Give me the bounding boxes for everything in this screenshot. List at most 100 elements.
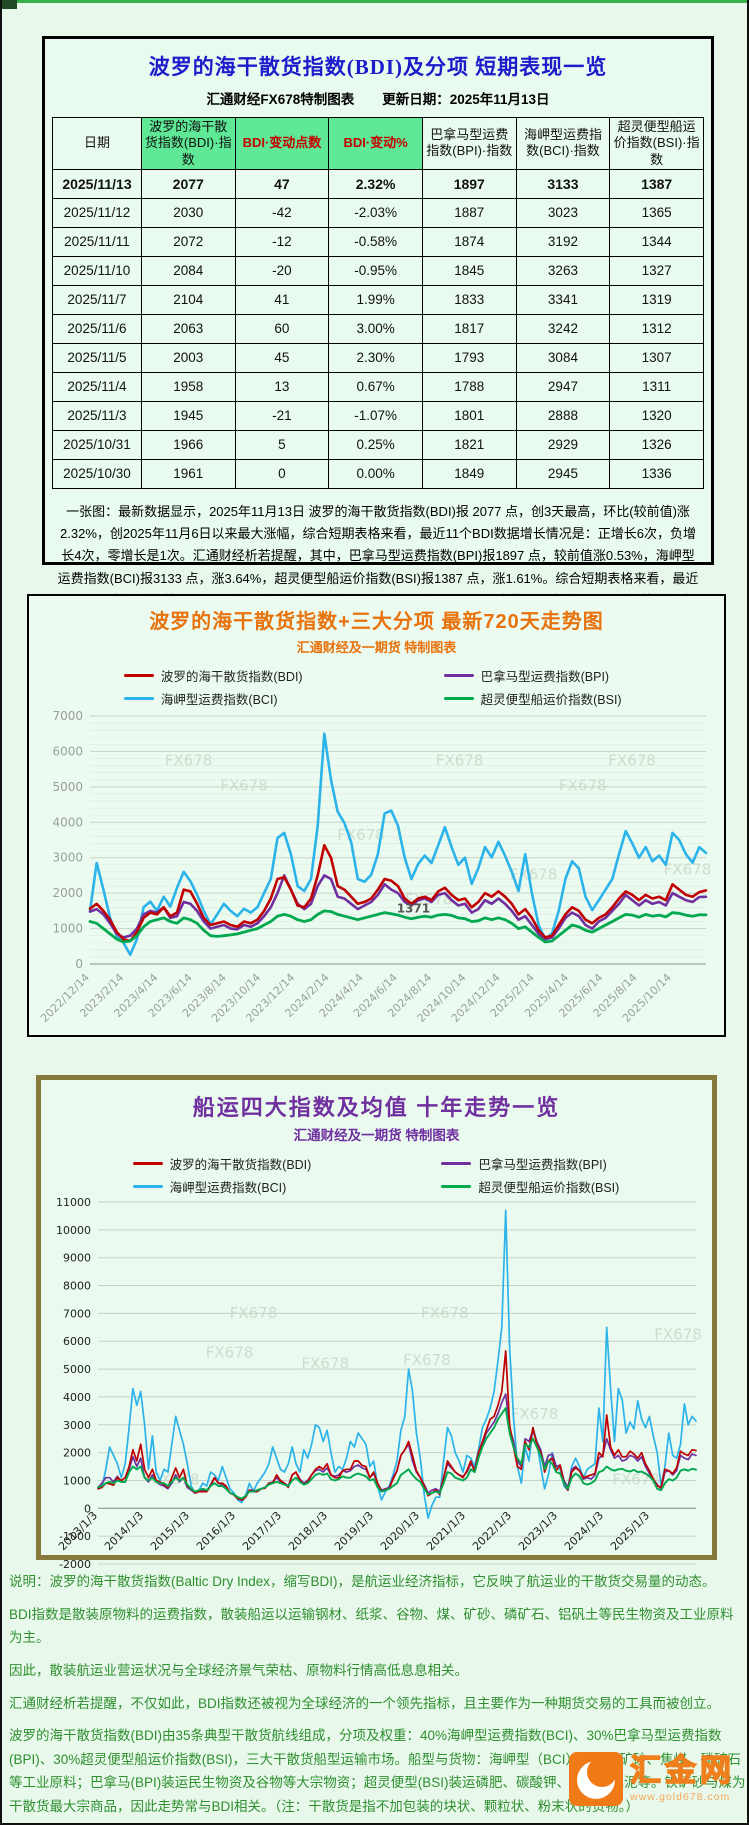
table-row: 2025/11/4 1958 13 0.67% 1788 2947 1311 xyxy=(52,371,704,402)
legend-item: 波罗的海干散货指数(BDI) xyxy=(68,1154,377,1173)
table-row: 2025/11/12 2030 -42 -2.03% 1887 3023 1365 xyxy=(52,197,704,228)
table-cell: 3341 xyxy=(515,284,611,315)
legend-label: 波罗的海干散货指数(BDI) xyxy=(160,670,303,684)
table-row: 2025/11/6 2063 60 3.00% 1817 3242 1312 xyxy=(52,313,704,344)
svg-text:-2000: -2000 xyxy=(59,1558,91,1570)
svg-text:5000: 5000 xyxy=(63,1363,91,1376)
column-header: BDI·变动点数 xyxy=(234,117,330,170)
table-cell: 1849 xyxy=(421,458,517,489)
table-cell: 0.00% xyxy=(328,458,423,489)
svg-text:9000: 9000 xyxy=(63,1252,91,1265)
x-axis-label: 2025/1/3 xyxy=(607,1509,651,1553)
table-cell: 1319 xyxy=(609,284,704,315)
table-cell: 1336 xyxy=(609,458,704,489)
series-line xyxy=(88,732,707,957)
table-cell: 1817 xyxy=(421,313,517,344)
table-row: 2025/11/5 2003 45 2.30% 1793 3084 1307 xyxy=(52,342,704,373)
table-cell: -2.03% xyxy=(328,197,423,228)
table-cell: 0.25% xyxy=(328,429,423,460)
legend-item: 海岬型运费指数(BCI) xyxy=(57,689,377,708)
huijin-crescent-icon xyxy=(569,1752,623,1806)
table-cell: -0.58% xyxy=(328,226,423,257)
note-line: 汇通财经析若提醒，不仅如此，BDI指数还被视为全球经济的一个领先指标，且主要作为… xyxy=(9,1695,721,1711)
svg-text:11000: 11000 xyxy=(56,1198,91,1209)
table-cell: 2947 xyxy=(515,371,611,402)
table-cell: 1312 xyxy=(609,313,704,344)
table-cell: 2030 xyxy=(140,197,236,228)
table-cell: 2104 xyxy=(140,284,236,315)
table-cell: -1.07% xyxy=(328,400,423,431)
table-row: 2025/10/30 1961 0 0.00% 1849 2945 1336 xyxy=(52,458,704,489)
table-cell: 1311 xyxy=(609,371,704,402)
table-cell: 0 xyxy=(234,458,330,489)
chart2-plot: -2000 -1000 0 1000 2000 3000 4000 5000 6000 7000 8… xyxy=(55,1198,702,1570)
x-axis-label: 2021/1/3 xyxy=(423,1509,467,1553)
series-line xyxy=(96,1350,697,1502)
table-row: 2025/10/31 1966 5 0.25% 1821 2929 1326 xyxy=(52,429,704,460)
legend-swatch xyxy=(441,1161,472,1166)
watermark: FX678 xyxy=(510,1405,558,1423)
table-cell: 3133 xyxy=(515,168,611,199)
chart-720day-section: 波罗的海干散货指数+三大分项 最新720天走势图 汇通财经及一期货 特制图表 波… xyxy=(27,594,726,1037)
svg-text:6000: 6000 xyxy=(52,744,83,758)
legend-label: 波罗的海干散货指数(BDI) xyxy=(169,1158,312,1172)
svg-text:5000: 5000 xyxy=(52,780,83,794)
table-title: 波罗的海干散货指数(BDI)及分项 短期表现一览 xyxy=(148,55,608,79)
watermark: FX678 xyxy=(421,1304,469,1322)
legend-swatch xyxy=(441,1184,472,1189)
legend-label: 海岬型运费指数(BCI) xyxy=(160,693,278,707)
legend-swatch xyxy=(123,696,154,701)
table-cell: -0.95% xyxy=(328,255,423,286)
table-cell: 2025/11/6 xyxy=(52,313,142,344)
x-axis-label: 2022/1/3 xyxy=(469,1509,513,1553)
table-subtitle: 汇通财经FX678特制图表 更新日期：2025年11月13日 xyxy=(52,88,704,108)
x-axis-label: 2014/1/3 xyxy=(101,1509,145,1553)
table-cell: 2025/10/31 xyxy=(52,429,142,460)
table-cell: 3023 xyxy=(515,197,611,228)
svg-text:3000: 3000 xyxy=(63,1419,91,1432)
x-axis-label: 2017/1/3 xyxy=(239,1509,283,1553)
table-cell: 1365 xyxy=(609,197,704,228)
legend-item: 巴拿马型运费指数(BPI) xyxy=(376,666,696,685)
series-line xyxy=(88,844,707,943)
watermark: FX678 xyxy=(301,1355,349,1373)
watermark: FX678 xyxy=(663,861,711,879)
table-cell: 2888 xyxy=(515,400,611,431)
bdi-short-term-table: 日期 波罗的海干散货指数(BDI)·指数 BDI·变动点数 BDI·变动% 巴拿马型运费… xyxy=(52,117,704,489)
table-cell: 2072 xyxy=(140,226,236,257)
table-cell: 2063 xyxy=(140,313,236,344)
huijin-logo: 汇金网 www.gold678.com xyxy=(569,1752,735,1806)
column-header: 巴拿马型运费指数(BPI)·指数 xyxy=(421,117,517,170)
table-cell: 1945 xyxy=(140,400,236,431)
x-axis-label: 2015/1/3 xyxy=(147,1509,191,1553)
note-line: 说明：波罗的海干散货指数(Baltic Dry Index，缩写BDI)，是航运… xyxy=(9,1574,716,1589)
watermark: FX678 xyxy=(559,776,607,794)
table-cell: 2025/10/30 xyxy=(52,458,142,489)
svg-text:1000: 1000 xyxy=(52,922,83,936)
table-cell: 3084 xyxy=(515,342,611,373)
table-cell: 2025/11/4 xyxy=(52,371,142,402)
svg-text:10000: 10000 xyxy=(56,1224,91,1237)
table-cell: 2.32% xyxy=(328,168,423,199)
logo-site-url: www.gold678.com xyxy=(630,1790,731,1803)
series-line xyxy=(96,1407,697,1500)
legend-swatch xyxy=(132,1184,163,1189)
table-cell: 1845 xyxy=(421,255,517,286)
watermark: FX678 xyxy=(608,752,656,770)
legend-swatch xyxy=(123,673,154,678)
watermark: FX678 xyxy=(509,866,557,884)
table-cell: 1897 xyxy=(421,168,517,199)
table-cell: 2025/11/11 xyxy=(52,226,142,257)
table-cell: 13 xyxy=(234,371,330,402)
table-cell: 3.00% xyxy=(328,313,423,344)
chart1-legend: 波罗的海干散货指数(BDI) 巴拿马型运费指数(BPI) 海岬型运费指数(BCI) 超… xyxy=(57,666,696,708)
table-cell: 1307 xyxy=(609,342,704,373)
watermark: FX678 xyxy=(435,752,483,770)
watermark: FX678 xyxy=(654,1326,702,1344)
column-header: 波罗的海干散货指数(BDI)·指数 xyxy=(140,117,236,170)
table-cell: 2025/11/10 xyxy=(52,255,142,286)
x-axis-label: 2024/1/3 xyxy=(561,1509,605,1553)
chart1-subtitle: 汇通财经及一期货 特制图表 xyxy=(296,640,457,655)
table-cell: 5 xyxy=(234,429,330,460)
